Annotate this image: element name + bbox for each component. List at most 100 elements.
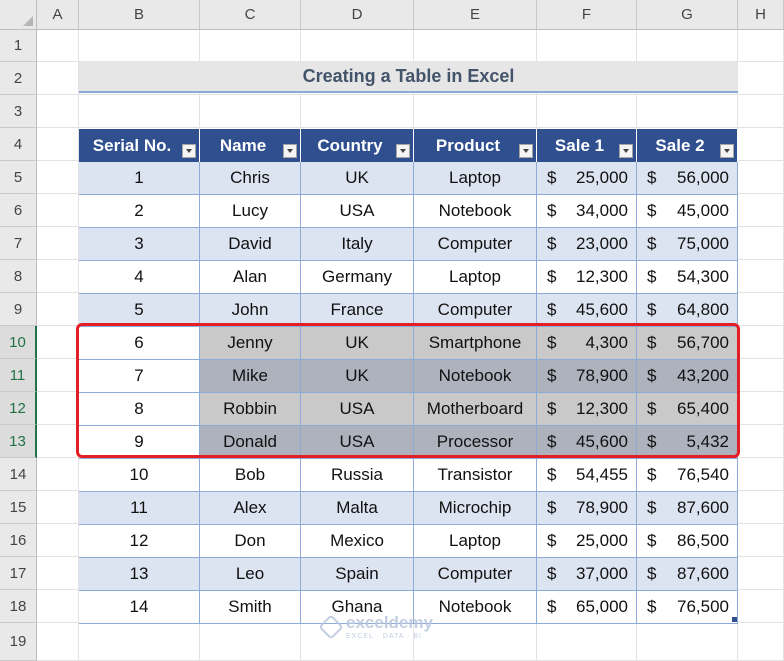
- table-cell-country[interactable]: UK: [301, 360, 414, 393]
- table-cell-country[interactable]: Russia: [301, 459, 414, 492]
- select-all-corner[interactable]: [0, 0, 37, 30]
- row-header-5[interactable]: 5: [0, 161, 37, 194]
- table-cell-country[interactable]: Malta: [301, 492, 414, 525]
- row-header-18[interactable]: 18: [0, 590, 37, 623]
- table-cell-country[interactable]: USA: [301, 393, 414, 426]
- table-cell-product[interactable]: Laptop: [414, 162, 537, 195]
- table-cell-country[interactable]: UK: [301, 162, 414, 195]
- filter-dropdown-icon[interactable]: [283, 144, 297, 158]
- table-cell-product[interactable]: Laptop: [414, 525, 537, 558]
- table-cell-sale1[interactable]: $45,600: [537, 426, 637, 459]
- table-cell-sale1[interactable]: $78,900: [537, 492, 637, 525]
- table-cell-serial[interactable]: 9: [79, 426, 200, 459]
- filter-dropdown-icon[interactable]: [182, 144, 196, 158]
- table-cell-country[interactable]: Mexico: [301, 525, 414, 558]
- table-cell-sale1[interactable]: $45,600: [537, 294, 637, 327]
- table-cell-name[interactable]: Alex: [200, 492, 301, 525]
- table-cell-sale2[interactable]: $87,600: [637, 492, 738, 525]
- column-header-d[interactable]: D: [301, 0, 414, 30]
- table-cell-serial[interactable]: 5: [79, 294, 200, 327]
- table-cell-product[interactable]: Smartphone: [414, 327, 537, 360]
- table-cell-country[interactable]: USA: [301, 195, 414, 228]
- table-cell-sale2[interactable]: $87,600: [637, 558, 738, 591]
- table-cell-name[interactable]: John: [200, 294, 301, 327]
- table-cell-country[interactable]: UK: [301, 327, 414, 360]
- table-cell-sale1[interactable]: $4,300: [537, 327, 637, 360]
- table-cell-name[interactable]: Bob: [200, 459, 301, 492]
- table-cell-name[interactable]: Lucy: [200, 195, 301, 228]
- table-cell-serial[interactable]: 12: [79, 525, 200, 558]
- table-header-cell[interactable]: Country: [301, 129, 414, 162]
- table-cell-serial[interactable]: 3: [79, 228, 200, 261]
- column-header-b[interactable]: B: [79, 0, 200, 30]
- table-cell-country[interactable]: France: [301, 294, 414, 327]
- table-cell-product[interactable]: Notebook: [414, 591, 537, 624]
- table-cell-product[interactable]: Notebook: [414, 195, 537, 228]
- table-cell-sale2[interactable]: $75,000: [637, 228, 738, 261]
- table-header-cell[interactable]: Sale 2: [637, 129, 738, 162]
- row-header-10[interactable]: 10: [0, 326, 37, 359]
- row-header-1[interactable]: 1: [0, 30, 37, 62]
- table-cell-sale1[interactable]: $34,000: [537, 195, 637, 228]
- column-header-h[interactable]: H: [738, 0, 784, 30]
- table-cell-name[interactable]: Alan: [200, 261, 301, 294]
- row-header-6[interactable]: 6: [0, 194, 37, 227]
- table-cell-sale2[interactable]: $76,500: [637, 591, 738, 624]
- table-cell-product[interactable]: Microchip: [414, 492, 537, 525]
- table-cell-serial[interactable]: 14: [79, 591, 200, 624]
- table-cell-sale2[interactable]: $45,000: [637, 195, 738, 228]
- table-cell-product[interactable]: Processor: [414, 426, 537, 459]
- table-cell-name[interactable]: Smith: [200, 591, 301, 624]
- table-cell-product[interactable]: Laptop: [414, 261, 537, 294]
- row-header-11[interactable]: 11: [0, 359, 37, 392]
- table-cell-serial[interactable]: 4: [79, 261, 200, 294]
- table-cell-sale1[interactable]: $23,000: [537, 228, 637, 261]
- column-header-c[interactable]: C: [200, 0, 301, 30]
- table-cell-product[interactable]: Computer: [414, 558, 537, 591]
- table-cell-name[interactable]: David: [200, 228, 301, 261]
- table-cell-name[interactable]: Mike: [200, 360, 301, 393]
- table-cell-name[interactable]: Robbin: [200, 393, 301, 426]
- table-cell-sale1[interactable]: $54,455: [537, 459, 637, 492]
- table-cell-serial[interactable]: 2: [79, 195, 200, 228]
- table-cell-sale1[interactable]: $65,000: [537, 591, 637, 624]
- row-header-17[interactable]: 17: [0, 557, 37, 590]
- table-resize-handle[interactable]: [732, 617, 737, 622]
- table-cell-name[interactable]: Leo: [200, 558, 301, 591]
- table-cell-sale2[interactable]: $56,000: [637, 162, 738, 195]
- table-cell-sale1[interactable]: $78,900: [537, 360, 637, 393]
- table-header-cell[interactable]: Serial No.: [79, 129, 200, 162]
- row-header-4[interactable]: 4: [0, 128, 37, 161]
- table-cell-serial[interactable]: 8: [79, 393, 200, 426]
- table-cell-sale1[interactable]: $25,000: [537, 162, 637, 195]
- table-cell-product[interactable]: Computer: [414, 228, 537, 261]
- table-header-cell[interactable]: Name: [200, 129, 301, 162]
- table-cell-sale2[interactable]: $65,400: [637, 393, 738, 426]
- row-header-12[interactable]: 12: [0, 392, 37, 425]
- filter-dropdown-icon[interactable]: [619, 144, 633, 158]
- table-cell-sale1[interactable]: $12,300: [537, 393, 637, 426]
- table-cell-product[interactable]: Notebook: [414, 360, 537, 393]
- table-cell-sale2[interactable]: $5,432: [637, 426, 738, 459]
- column-header-f[interactable]: F: [537, 0, 637, 30]
- row-header-7[interactable]: 7: [0, 227, 37, 260]
- table-cell-sale1[interactable]: $25,000: [537, 525, 637, 558]
- table-header-cell[interactable]: Sale 1: [537, 129, 637, 162]
- table-cell-sale2[interactable]: $86,500: [637, 525, 738, 558]
- table-cell-product[interactable]: Computer: [414, 294, 537, 327]
- column-header-g[interactable]: G: [637, 0, 738, 30]
- table-cell-name[interactable]: Donald: [200, 426, 301, 459]
- filter-dropdown-icon[interactable]: [396, 144, 410, 158]
- row-header-16[interactable]: 16: [0, 524, 37, 557]
- table-cell-serial[interactable]: 13: [79, 558, 200, 591]
- table-cell-name[interactable]: Chris: [200, 162, 301, 195]
- table-cell-sale2[interactable]: $76,540: [637, 459, 738, 492]
- table-cell-name[interactable]: Don: [200, 525, 301, 558]
- row-header-3[interactable]: 3: [0, 95, 37, 128]
- column-header-e[interactable]: E: [414, 0, 537, 30]
- table-cell-sale1[interactable]: $37,000: [537, 558, 637, 591]
- column-header-a[interactable]: A: [37, 0, 79, 30]
- table-cell-serial[interactable]: 1: [79, 162, 200, 195]
- table-cell-sale2[interactable]: $56,700: [637, 327, 738, 360]
- table-cell-country[interactable]: USA: [301, 426, 414, 459]
